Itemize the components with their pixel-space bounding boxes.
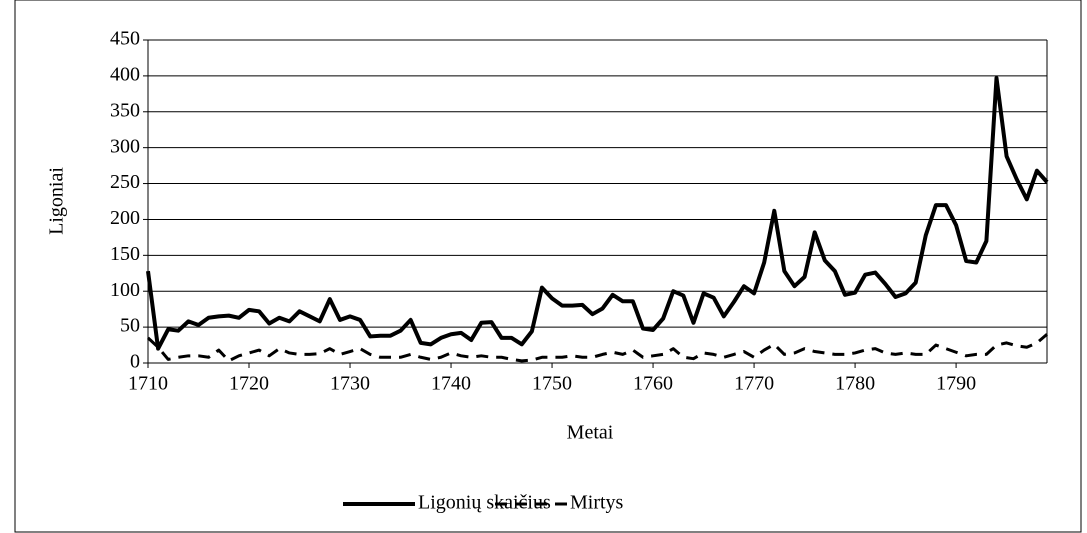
x-tick-label: 1740	[431, 373, 471, 395]
y-tick-label: 300	[110, 135, 140, 157]
x-tick-label: 1720	[229, 373, 269, 395]
series-line	[146, 333, 1048, 363]
y-tick-label: 200	[110, 207, 140, 229]
legend-label: Mirtys	[570, 492, 624, 514]
x-tick-label: 1750	[532, 373, 572, 395]
y-tick-label: 450	[110, 28, 140, 50]
x-tick-label: 1770	[734, 373, 774, 395]
y-tick-label: 50	[120, 315, 140, 337]
x-tick-label: 1710	[128, 373, 168, 395]
y-tick-label: 0	[130, 351, 140, 373]
series-line	[146, 76, 1049, 351]
y-tick-label: 100	[110, 279, 140, 301]
x-tick-label: 1780	[835, 373, 875, 395]
x-tick-label: 1790	[936, 373, 976, 395]
y-tick-label: 350	[110, 99, 140, 121]
x-tick-label: 1760	[633, 373, 673, 395]
x-axis-label: Metai	[567, 422, 614, 444]
x-tick-label: 1730	[330, 373, 370, 395]
y-tick-label: 150	[110, 243, 140, 265]
y-tick-label: 250	[110, 171, 140, 193]
y-axis-label: Ligoniai	[46, 167, 68, 235]
chart-border	[14, 0, 1082, 533]
legend-label: Ligonių skaičius	[418, 492, 551, 514]
y-tick-label: 400	[110, 63, 140, 85]
